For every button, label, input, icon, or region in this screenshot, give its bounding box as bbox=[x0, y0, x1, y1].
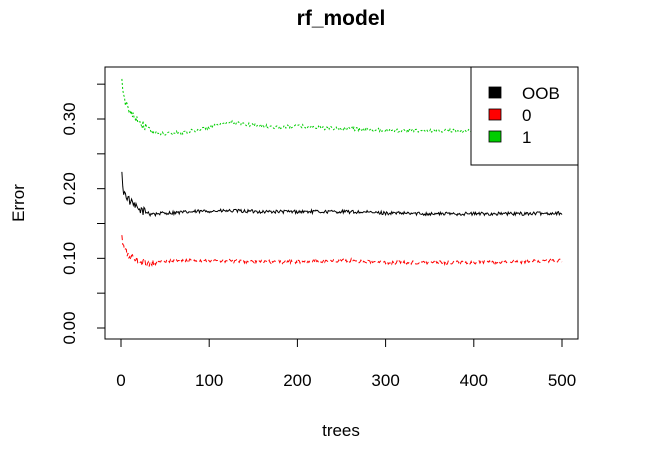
legend-label: OOB bbox=[522, 84, 560, 103]
y-tick-label: 0.20 bbox=[60, 172, 79, 205]
y-tick-label: 0.10 bbox=[60, 242, 79, 275]
x-tick-label: 300 bbox=[371, 371, 399, 390]
legend-swatch bbox=[488, 108, 502, 121]
legend-label: 0 bbox=[522, 106, 531, 125]
legend-swatch bbox=[488, 130, 502, 143]
series-line-OOB bbox=[121, 171, 563, 218]
x-tick-label: 400 bbox=[460, 371, 488, 390]
x-tick-label: 100 bbox=[195, 371, 223, 390]
y-tick-label: 0.00 bbox=[60, 311, 79, 344]
series-line-0 bbox=[121, 235, 563, 268]
y-tick-label: 0.30 bbox=[60, 102, 79, 135]
x-tick-label: 500 bbox=[548, 371, 576, 390]
legend-label: 1 bbox=[522, 128, 531, 147]
legend-swatch bbox=[488, 86, 502, 99]
x-tick-label: 200 bbox=[283, 371, 311, 390]
x-tick-label: 0 bbox=[116, 371, 125, 390]
y-axis: 0.00 0.10 0.20 0.30 bbox=[60, 83, 106, 345]
chart-title: rf_model bbox=[297, 7, 386, 30]
y-axis-label: Error bbox=[9, 184, 28, 222]
x-axis-label: trees bbox=[322, 421, 360, 440]
legend: OOB 0 1 bbox=[470, 66, 579, 166]
x-axis: 0 100 200 300 400 500 bbox=[116, 338, 576, 390]
